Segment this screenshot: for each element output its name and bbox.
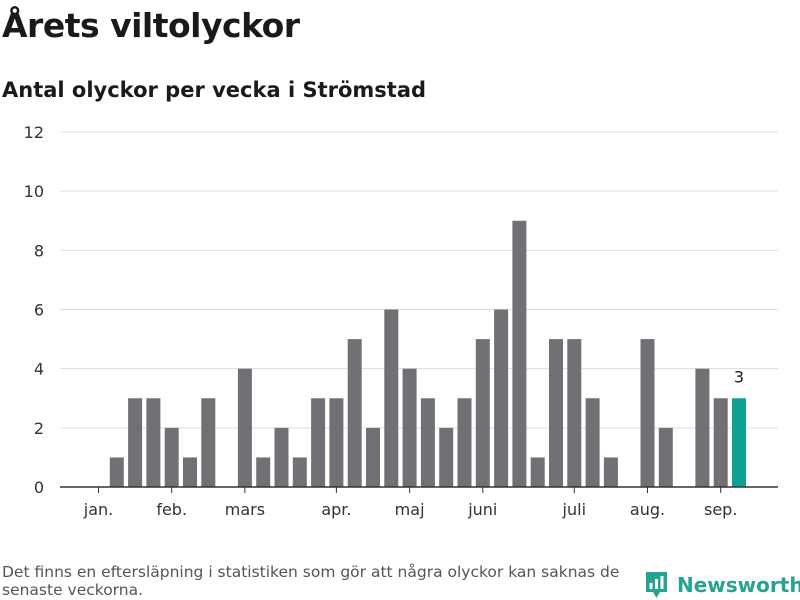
bar bbox=[109, 457, 124, 487]
bar bbox=[366, 427, 380, 487]
data-labels: 3 bbox=[734, 367, 744, 386]
chart-title: Årets viltolyckor bbox=[2, 6, 300, 45]
bar bbox=[347, 339, 362, 487]
bar-highlighted bbox=[732, 398, 746, 487]
bar-chart: 0 2 4 6 8 10 12 jan. feb. mars apr. maj juni juli aug… bbox=[24, 123, 778, 519]
y-tick-label: 12 bbox=[24, 123, 44, 142]
bar bbox=[640, 339, 655, 487]
x-tick-label: aug. bbox=[630, 500, 665, 519]
bar bbox=[603, 457, 618, 487]
y-tick-label: 8 bbox=[34, 241, 44, 260]
brand-name: Newsworthy bbox=[677, 573, 800, 597]
x-tick-label: jan. bbox=[83, 500, 113, 519]
x-tick-label: mars bbox=[225, 500, 265, 519]
bar-chart-speech-bubble-icon bbox=[646, 572, 667, 598]
y-tick-label: 4 bbox=[34, 360, 44, 379]
y-axis-ticks: 0 2 4 6 8 10 12 bbox=[24, 123, 44, 497]
chart-subtitle: Antal olyckor per vecka i Strömstad bbox=[2, 78, 427, 102]
y-tick-label: 6 bbox=[34, 301, 44, 320]
bar bbox=[146, 398, 161, 487]
x-tick-label: juli bbox=[562, 500, 586, 519]
bar bbox=[384, 309, 399, 487]
bar bbox=[329, 398, 344, 487]
bar bbox=[530, 457, 545, 487]
y-tick-label: 10 bbox=[24, 182, 44, 201]
bar bbox=[695, 368, 710, 487]
bar bbox=[475, 339, 490, 487]
bar bbox=[256, 457, 271, 487]
bars bbox=[109, 220, 746, 487]
bar bbox=[658, 427, 673, 487]
x-tick-label: apr. bbox=[321, 500, 351, 519]
bar bbox=[439, 427, 454, 487]
y-tick-label: 0 bbox=[34, 478, 44, 497]
y-tick-label: 2 bbox=[34, 419, 44, 438]
bar bbox=[713, 398, 728, 487]
x-tick-label: maj bbox=[395, 500, 425, 519]
bar bbox=[494, 309, 509, 487]
bar bbox=[311, 398, 326, 487]
newsworthy-logo[interactable]: Newsworthy bbox=[644, 570, 800, 600]
gridlines bbox=[60, 131, 778, 429]
bar bbox=[164, 427, 179, 487]
x-tick-label: juni bbox=[467, 500, 497, 519]
bar bbox=[402, 368, 417, 487]
bar bbox=[201, 398, 216, 487]
data-label-highlight: 3 bbox=[734, 367, 744, 386]
bar bbox=[567, 339, 582, 487]
bar bbox=[274, 427, 289, 487]
bar bbox=[457, 398, 472, 487]
bar bbox=[549, 339, 563, 487]
bar bbox=[420, 398, 435, 487]
bar bbox=[292, 457, 307, 487]
bar bbox=[183, 457, 197, 487]
x-tick-label: sep. bbox=[704, 500, 737, 519]
bar bbox=[585, 398, 600, 487]
x-axis-ticks: jan. feb. mars apr. maj juni juli aug. sep. bbox=[83, 487, 737, 519]
footnote: Det finns en eftersläpning i statistiken… bbox=[2, 563, 620, 599]
bar bbox=[512, 220, 527, 487]
bar bbox=[128, 398, 143, 487]
bar bbox=[237, 368, 252, 487]
x-tick-label: feb. bbox=[156, 500, 187, 519]
